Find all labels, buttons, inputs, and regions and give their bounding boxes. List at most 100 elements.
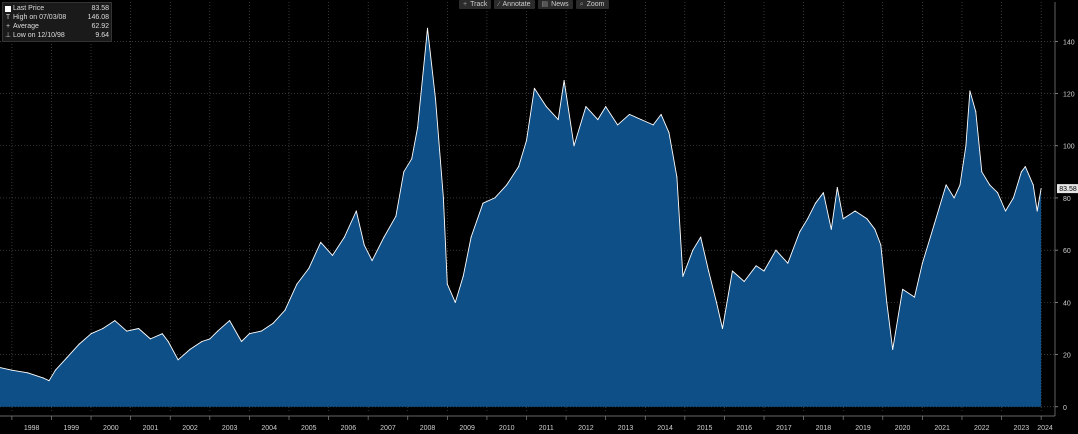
data-point bbox=[969, 90, 971, 92]
legend-label: Last Price bbox=[13, 5, 45, 12]
data-point bbox=[676, 176, 678, 178]
x-tick-label: 2009 bbox=[459, 425, 475, 432]
y-tick-label: 20 bbox=[1063, 353, 1071, 360]
legend-box: Last Price 83.58 T High on 07/03/08 146.0… bbox=[2, 2, 112, 42]
x-tick-label: 2013 bbox=[618, 425, 634, 432]
data-point bbox=[442, 197, 444, 199]
data-point bbox=[161, 333, 163, 335]
data-point bbox=[682, 275, 684, 277]
news-label: News bbox=[551, 1, 569, 8]
price-area bbox=[0, 28, 1042, 407]
data-point bbox=[913, 296, 916, 298]
data-point bbox=[715, 301, 718, 303]
data-point bbox=[177, 359, 179, 361]
data-point bbox=[945, 184, 947, 186]
data-point bbox=[743, 280, 745, 283]
x-tick-label: 2020 bbox=[895, 425, 911, 432]
data-point bbox=[48, 380, 50, 382]
data-point bbox=[114, 320, 116, 322]
x-tick-label: 2024 bbox=[1037, 425, 1053, 432]
data-point bbox=[989, 184, 991, 186]
zoom-button[interactable]: ⌕ Zoom bbox=[575, 0, 609, 9]
data-point bbox=[545, 105, 547, 108]
data-point bbox=[308, 267, 310, 270]
data-point bbox=[700, 236, 702, 238]
data-point bbox=[363, 244, 365, 246]
legend-row-average[interactable]: + Average 62.92 bbox=[5, 22, 109, 31]
data-point bbox=[933, 223, 935, 225]
data-point bbox=[102, 327, 104, 330]
x-tick-label: 2010 bbox=[499, 425, 515, 432]
data-point bbox=[866, 218, 868, 220]
data-point bbox=[470, 236, 472, 238]
x-tick-label: 2014 bbox=[657, 425, 673, 432]
data-point bbox=[1012, 197, 1015, 199]
data-point bbox=[660, 113, 662, 116]
data-point bbox=[886, 301, 888, 303]
data-point bbox=[880, 244, 882, 246]
data-point bbox=[411, 158, 413, 160]
data-point bbox=[1036, 210, 1038, 212]
news-icon: ▤ bbox=[541, 1, 549, 8]
legend-row-high[interactable]: T High on 07/03/08 146.08 bbox=[5, 13, 109, 22]
data-point bbox=[755, 265, 757, 267]
x-tick-label: 2017 bbox=[776, 425, 792, 432]
y-tick-label: 0 bbox=[1063, 405, 1067, 412]
data-point bbox=[692, 249, 694, 251]
news-button[interactable]: ▤ News bbox=[537, 0, 573, 9]
legend-value: 83.58 bbox=[91, 5, 109, 12]
x-tick-label: 2004 bbox=[261, 425, 277, 432]
data-point bbox=[585, 105, 587, 108]
x-tick-label: 2000 bbox=[103, 425, 119, 432]
data-point bbox=[921, 262, 923, 264]
legend-row-last-price[interactable]: Last Price 83.58 bbox=[5, 4, 109, 13]
track-button[interactable]: + Track bbox=[459, 0, 492, 9]
data-point bbox=[494, 197, 496, 199]
x-tick-label: 2011 bbox=[539, 425, 554, 432]
data-point bbox=[403, 171, 405, 173]
data-point bbox=[482, 202, 484, 204]
data-point bbox=[854, 210, 856, 212]
x-tick-label: 2006 bbox=[341, 425, 357, 432]
data-point bbox=[775, 249, 777, 251]
data-point bbox=[901, 288, 904, 290]
y-tick-label: 60 bbox=[1063, 248, 1071, 255]
data-point bbox=[836, 186, 838, 189]
data-point bbox=[189, 348, 191, 350]
legend-value: 62.92 bbox=[91, 23, 109, 30]
data-point bbox=[149, 338, 152, 340]
data-point bbox=[137, 327, 140, 330]
track-icon: + bbox=[463, 1, 468, 8]
data-point bbox=[201, 340, 203, 343]
data-point bbox=[830, 228, 832, 230]
data-point bbox=[27, 372, 29, 374]
data-point bbox=[240, 340, 243, 343]
data-point bbox=[721, 327, 724, 330]
data-point bbox=[708, 270, 710, 272]
data-point bbox=[54, 369, 57, 371]
y-tick-label: 140 bbox=[1063, 39, 1075, 46]
data-point bbox=[763, 270, 765, 272]
x-tick-label: 2007 bbox=[380, 425, 396, 432]
x-tick-label: 2001 bbox=[143, 425, 159, 432]
annotate-button[interactable]: ∕ Annotate bbox=[494, 0, 535, 9]
data-point bbox=[506, 184, 508, 186]
data-point bbox=[343, 236, 346, 238]
annotate-icon: ∕ bbox=[498, 1, 500, 8]
track-label: Track bbox=[470, 1, 488, 8]
data-point bbox=[320, 241, 322, 243]
y-tick-label: 100 bbox=[1063, 144, 1075, 151]
x-tick-label: 2022 bbox=[974, 425, 990, 432]
data-point bbox=[842, 218, 844, 220]
data-point bbox=[296, 283, 298, 285]
data-point bbox=[557, 119, 559, 121]
legend-value: 146.08 bbox=[87, 14, 109, 21]
legend-row-low[interactable]: ⊥ Low on 12/10/98 9.64 bbox=[5, 31, 109, 40]
data-point bbox=[90, 333, 92, 335]
data-point bbox=[272, 322, 274, 324]
last-price-tag bbox=[1057, 184, 1078, 194]
x-tick-label: 1998 bbox=[24, 425, 40, 432]
data-point bbox=[1024, 166, 1026, 168]
data-point bbox=[628, 113, 631, 116]
